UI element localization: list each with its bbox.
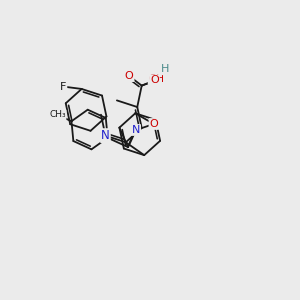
Text: O: O (125, 71, 134, 81)
Text: F: F (60, 82, 66, 92)
Text: N: N (132, 125, 140, 135)
Text: O: O (150, 75, 159, 85)
Text: H: H (161, 64, 169, 74)
Text: OH: OH (148, 74, 165, 84)
Text: O: O (149, 119, 158, 129)
Text: N: N (101, 129, 110, 142)
Text: CH₃: CH₃ (49, 110, 66, 119)
